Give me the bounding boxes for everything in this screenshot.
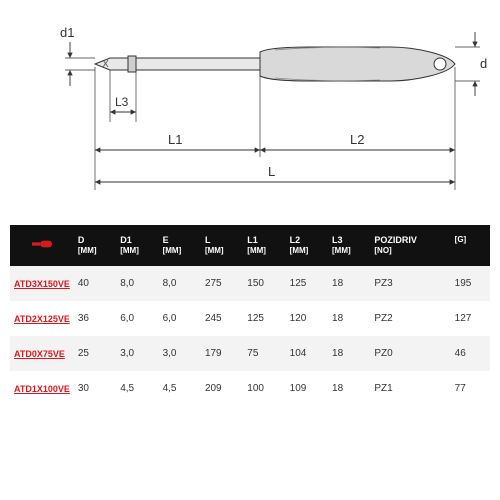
label-d1: d1 (60, 25, 74, 40)
data-cell: 36 (74, 301, 116, 336)
data-cell: 245 (201, 301, 243, 336)
col-header: L1[MM] (243, 225, 285, 266)
data-cell: 18 (328, 336, 370, 371)
label-L: L (268, 164, 275, 179)
col-header: POZIDRIV[NO] (370, 225, 450, 266)
data-cell: 18 (328, 266, 370, 301)
ref-cell[interactable]: ATD1X100VE (10, 371, 74, 406)
data-cell: 120 (286, 301, 328, 336)
data-cell: 125 (243, 301, 285, 336)
data-cell: 25 (74, 336, 116, 371)
data-cell: 3,0 (116, 336, 158, 371)
col-header: E[MM] (159, 225, 201, 266)
data-cell: 4,5 (116, 371, 158, 406)
data-cell: 100 (243, 371, 285, 406)
data-cell: 75 (243, 336, 285, 371)
col-header: [G] (451, 225, 490, 266)
data-cell: 40 (74, 266, 116, 301)
col-header: L2[MM] (286, 225, 328, 266)
ref-cell[interactable]: ATD2X125VE (10, 301, 74, 336)
data-cell: 179 (201, 336, 243, 371)
table-row: ATD2X125VE366,06,024512512018PZ2127 (10, 301, 490, 336)
data-cell: PZ2 (370, 301, 450, 336)
col-header: L3[MM] (328, 225, 370, 266)
label-L3: L3 (115, 95, 129, 109)
data-cell: 275 (201, 266, 243, 301)
data-cell: 6,0 (159, 301, 201, 336)
data-cell: 77 (451, 371, 490, 406)
data-cell: 4,5 (159, 371, 201, 406)
spec-table: D[MM]D1[MM]E[MM]L[MM]L1[MM]L2[MM]L3[MM]P… (10, 225, 490, 406)
data-cell: PZ0 (370, 336, 450, 371)
data-cell: 150 (243, 266, 285, 301)
data-cell: 109 (286, 371, 328, 406)
table-row: ATD0X75VE253,03,01797510418PZ046 (10, 336, 490, 371)
data-cell: 30 (74, 371, 116, 406)
screwdriver-icon (32, 239, 52, 249)
data-cell: 8,0 (159, 266, 201, 301)
data-cell: 195 (451, 266, 490, 301)
data-cell: 127 (451, 301, 490, 336)
col-header: D[MM] (74, 225, 116, 266)
data-cell: 125 (286, 266, 328, 301)
table-row: ATD1X100VE304,54,520910010918PZ177 (10, 371, 490, 406)
dimension-diagram: d1 d L3 L1 L2 L (10, 12, 490, 212)
col-header: D1[MM] (116, 225, 158, 266)
data-cell: 18 (328, 371, 370, 406)
col-header (10, 225, 74, 266)
data-cell: 8,0 (116, 266, 158, 301)
data-cell: 3,0 (159, 336, 201, 371)
col-header: L[MM] (201, 225, 243, 266)
ref-cell[interactable]: ATD0X75VE (10, 336, 74, 371)
data-cell: 104 (286, 336, 328, 371)
label-L1: L1 (168, 132, 182, 147)
data-cell: PZ3 (370, 266, 450, 301)
label-d: d (480, 56, 487, 71)
data-cell: PZ1 (370, 371, 450, 406)
label-L2: L2 (350, 132, 364, 147)
data-cell: 18 (328, 301, 370, 336)
data-cell: 46 (451, 336, 490, 371)
table-row: ATD3X150VE408,08,027515012518PZ3195 (10, 266, 490, 301)
data-cell: 6,0 (116, 301, 158, 336)
data-cell: 209 (201, 371, 243, 406)
ref-cell[interactable]: ATD3X150VE (10, 266, 74, 301)
